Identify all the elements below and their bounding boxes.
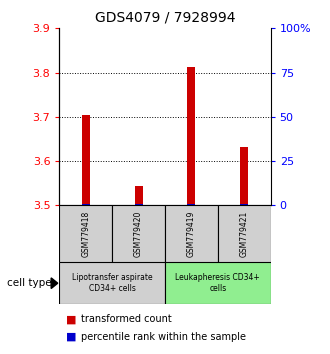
Text: ■: ■: [66, 314, 77, 324]
FancyBboxPatch shape: [112, 205, 165, 262]
Text: GSM779418: GSM779418: [81, 211, 90, 257]
Text: percentile rank within the sample: percentile rank within the sample: [81, 332, 246, 342]
Title: GDS4079 / 7928994: GDS4079 / 7928994: [95, 10, 235, 24]
Bar: [135, 204, 143, 205]
Polygon shape: [51, 278, 58, 289]
Bar: [135, 186, 143, 205]
Bar: [240, 147, 248, 205]
Text: Leukapheresis CD34+
cells: Leukapheresis CD34+ cells: [176, 274, 260, 293]
FancyBboxPatch shape: [165, 205, 218, 262]
Text: ■: ■: [66, 332, 77, 342]
FancyBboxPatch shape: [165, 262, 271, 304]
Text: GSM779419: GSM779419: [187, 210, 196, 257]
Bar: [187, 67, 195, 205]
FancyBboxPatch shape: [218, 205, 271, 262]
Text: transformed count: transformed count: [81, 314, 172, 324]
Bar: [82, 115, 90, 205]
Text: cell type: cell type: [7, 278, 51, 288]
FancyBboxPatch shape: [59, 205, 112, 262]
Text: GSM779421: GSM779421: [240, 211, 249, 257]
Bar: [240, 204, 248, 205]
FancyBboxPatch shape: [59, 262, 165, 304]
Text: GSM779420: GSM779420: [134, 210, 143, 257]
Text: Lipotransfer aspirate
CD34+ cells: Lipotransfer aspirate CD34+ cells: [72, 274, 152, 293]
Bar: [187, 204, 195, 205]
Bar: [82, 204, 90, 205]
